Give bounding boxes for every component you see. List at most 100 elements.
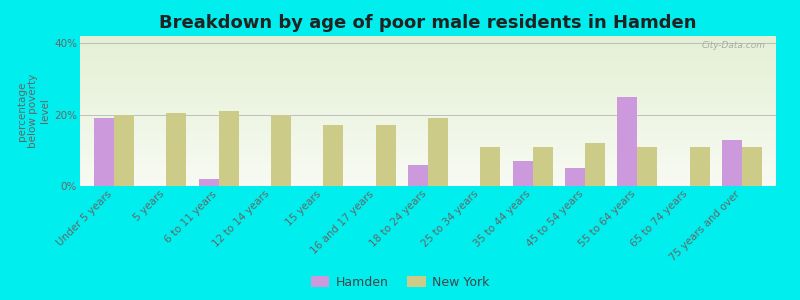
Bar — [80, 67, 776, 68]
Bar — [80, 104, 776, 105]
Bar — [80, 163, 776, 164]
Bar — [80, 49, 776, 50]
Bar — [80, 122, 776, 123]
Bar — [80, 102, 776, 103]
Bar — [80, 180, 776, 181]
Bar — [80, 91, 776, 92]
Bar — [80, 82, 776, 83]
Bar — [80, 177, 776, 178]
Bar — [80, 142, 776, 143]
Bar — [80, 162, 776, 163]
Bar — [722, 140, 742, 186]
Bar — [80, 152, 776, 153]
Bar — [513, 161, 533, 186]
Bar — [80, 134, 776, 135]
Bar — [323, 125, 343, 186]
Legend: Hamden, New York: Hamden, New York — [306, 271, 494, 294]
Bar — [80, 37, 776, 38]
Bar — [80, 76, 776, 77]
Bar — [80, 66, 776, 67]
Bar — [80, 92, 776, 93]
Title: Breakdown by age of poor male residents in Hamden: Breakdown by age of poor male residents … — [159, 14, 697, 32]
Bar — [80, 179, 776, 180]
Bar — [742, 147, 762, 186]
Bar — [80, 126, 776, 127]
Bar — [80, 109, 776, 110]
Bar — [80, 165, 776, 166]
Bar — [218, 111, 238, 186]
Bar — [80, 119, 776, 120]
Bar — [80, 130, 776, 131]
Bar — [80, 55, 776, 56]
Bar — [533, 147, 553, 186]
Bar — [80, 81, 776, 82]
Bar — [80, 103, 776, 104]
Bar — [80, 95, 776, 96]
Bar — [480, 147, 500, 186]
Bar — [80, 110, 776, 111]
Bar — [80, 120, 776, 121]
Bar — [80, 47, 776, 48]
Bar — [80, 79, 776, 80]
Bar — [80, 89, 776, 90]
Bar — [80, 149, 776, 150]
Bar — [80, 87, 776, 88]
Bar — [408, 165, 428, 186]
Bar — [80, 173, 776, 174]
Bar — [80, 140, 776, 141]
Bar — [80, 168, 776, 169]
Bar — [80, 117, 776, 118]
Bar — [80, 94, 776, 95]
Bar — [80, 40, 776, 41]
Bar — [80, 53, 776, 54]
Bar — [80, 41, 776, 42]
Bar — [80, 45, 776, 46]
Bar — [80, 166, 776, 167]
Bar — [80, 99, 776, 100]
Bar — [80, 153, 776, 154]
Bar — [80, 154, 776, 155]
Bar — [80, 57, 776, 58]
Bar — [80, 96, 776, 97]
Bar — [80, 116, 776, 117]
Bar — [80, 112, 776, 113]
Bar — [80, 125, 776, 126]
Bar — [80, 148, 776, 149]
Bar — [80, 51, 776, 52]
Bar — [80, 141, 776, 142]
Bar — [80, 100, 776, 101]
Bar — [80, 185, 776, 186]
Bar — [565, 168, 585, 186]
Bar — [80, 132, 776, 133]
Bar — [80, 39, 776, 40]
Bar — [80, 65, 776, 66]
Bar — [638, 147, 658, 186]
Bar — [80, 46, 776, 47]
Bar — [80, 138, 776, 139]
Bar — [80, 113, 776, 114]
Bar — [80, 147, 776, 148]
Bar — [80, 124, 776, 125]
Bar — [271, 115, 291, 186]
Bar — [80, 77, 776, 78]
Bar — [80, 54, 776, 55]
Bar — [80, 74, 776, 75]
Bar — [80, 48, 776, 49]
Bar — [80, 80, 776, 81]
Bar — [376, 125, 395, 186]
Bar — [80, 183, 776, 184]
Bar — [80, 129, 776, 130]
Bar — [80, 143, 776, 144]
Bar — [80, 144, 776, 145]
Bar — [428, 118, 448, 186]
Bar — [80, 78, 776, 79]
Y-axis label: percentage
below poverty
level: percentage below poverty level — [17, 74, 50, 148]
Bar — [585, 143, 605, 186]
Bar — [80, 118, 776, 119]
Bar — [80, 169, 776, 170]
Bar — [80, 160, 776, 161]
Bar — [80, 161, 776, 162]
Bar — [80, 63, 776, 64]
Text: City-Data.com: City-Data.com — [702, 40, 766, 50]
Bar — [80, 58, 776, 59]
